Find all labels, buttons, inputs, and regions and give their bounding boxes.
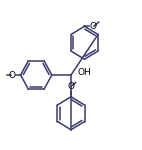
Text: O: O [90, 22, 97, 31]
Text: O: O [67, 82, 75, 91]
Text: OH: OH [77, 68, 91, 77]
Text: O: O [9, 70, 16, 80]
